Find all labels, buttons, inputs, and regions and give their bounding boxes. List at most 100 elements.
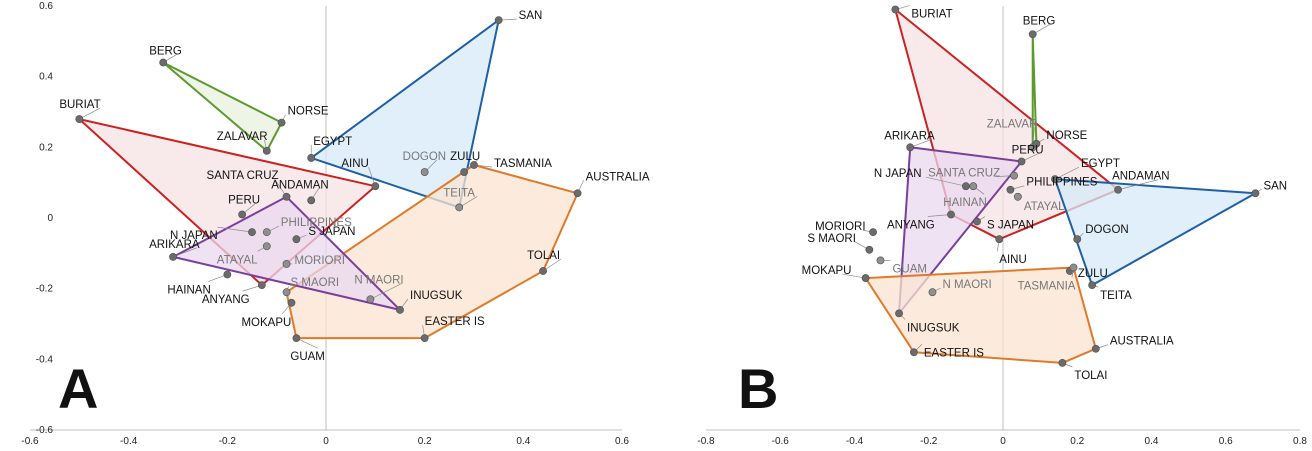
- point-australia: [1091, 344, 1100, 353]
- x-tick-label: -0.6: [21, 436, 39, 447]
- point-buriat: [75, 115, 84, 123]
- point-easter-is: [420, 334, 429, 343]
- point-label-s-maori: S MAORI: [807, 233, 856, 245]
- panel-letter: A: [58, 357, 98, 420]
- y-tick-label: 0.4: [39, 72, 53, 83]
- point-label-andaman: ANDAMAN: [1112, 171, 1170, 183]
- panel-letter: B: [738, 357, 778, 420]
- point-atayal: [262, 242, 271, 251]
- x-tick-label: -0.2: [920, 436, 938, 447]
- point-label-andaman: ANDAMAN: [271, 179, 329, 191]
- point-teita: [455, 203, 464, 212]
- point-label-mokapu: MOKAPU: [802, 265, 852, 277]
- point-label-arikara: ARIKARA: [149, 239, 200, 251]
- point-label-tolai: TOLAI: [527, 250, 560, 262]
- point-label-san: SAN: [1263, 180, 1287, 192]
- point-label-zalavar: ZALAVAR: [987, 118, 1038, 130]
- point-label-atayal: ATAYAL: [217, 254, 258, 266]
- point-anyang: [257, 281, 266, 290]
- point-label-s-japan: S JAPAN: [987, 220, 1034, 232]
- leader-line: [79, 107, 101, 120]
- point-label-peru: PERU: [1012, 144, 1044, 156]
- leader-line: [370, 282, 403, 300]
- point-label-inugsuk: INUGSUK: [410, 290, 463, 302]
- point-label-hainan: HAINAN: [167, 285, 210, 297]
- point-san: [494, 16, 503, 25]
- x-tick-label: -0.6: [772, 436, 790, 447]
- point-berg: [1028, 30, 1037, 39]
- x-tick-label: 0.8: [1293, 436, 1307, 447]
- point-label-san: SAN: [519, 10, 543, 22]
- point-s-japan: [973, 217, 981, 226]
- point-arikara: [906, 143, 915, 152]
- point-tolai: [539, 267, 547, 275]
- x-tick-label: 0.2: [418, 436, 432, 447]
- leader-line: [1054, 166, 1080, 180]
- point-label-zalavar: ZALAVAR: [217, 131, 268, 143]
- x-tick-label: 0.2: [1070, 436, 1084, 447]
- point-moriori: [282, 260, 291, 268]
- point-label-berg: BERG: [149, 46, 182, 58]
- point-egypt: [307, 154, 316, 162]
- point-label-moriori: MORIORI: [815, 221, 865, 233]
- point-andaman: [307, 196, 316, 205]
- point-n-maori: [366, 295, 375, 304]
- point-hainan: [223, 270, 232, 279]
- point-label-guam: GUAM: [290, 351, 325, 363]
- y-tick-label: -0.4: [36, 354, 54, 365]
- point-label-buriat: BURIAT: [911, 9, 952, 21]
- panel-b: -0.8-0.6-0.4-0.200.20.40.60.80.60.40.20-…: [697, 5, 1307, 447]
- point-tolai: [1058, 358, 1067, 367]
- point-label-australia: AUSTRALIA: [1110, 336, 1174, 348]
- x-tick-label: 0.4: [516, 436, 530, 447]
- point-label-dogon: DOGON: [1085, 224, 1128, 236]
- point-label-zulu: ZULU: [1078, 268, 1108, 280]
- point-label-moriori: MORIORI: [295, 255, 345, 267]
- point-zulu: [460, 168, 469, 176]
- point-label-arikara: ARIKARA: [884, 130, 935, 142]
- point-n-japan: [961, 182, 970, 191]
- point-label-dogon: DOGON: [403, 151, 446, 163]
- point-label-s-maori: S MAORI: [291, 277, 340, 289]
- point-label-mokapu: MOKAPU: [241, 317, 291, 329]
- point-label-teita: TEITA: [443, 187, 475, 199]
- point-label-norse: NORSE: [1046, 130, 1087, 142]
- x-tick-label: 0.4: [1145, 436, 1159, 447]
- point-peru: [238, 210, 247, 219]
- point-label-n-maori: N MAORI: [942, 279, 991, 291]
- point-label-atayal: ATAYAL: [1024, 201, 1065, 213]
- point-label-teita: TEITA: [1100, 290, 1132, 302]
- point-philippines: [262, 228, 271, 237]
- point-zalavar: [262, 146, 271, 155]
- x-tick-label: -0.4: [120, 436, 138, 447]
- x-tick-label: -0.4: [846, 436, 864, 447]
- leader-line: [172, 247, 197, 258]
- hull-polygon: [310, 19, 500, 209]
- point-label-inugsuk: INUGSUK: [907, 322, 960, 334]
- point-arikara: [169, 252, 177, 261]
- point-label-tolai: TOLAI: [1074, 370, 1107, 382]
- point-guam: [292, 334, 301, 343]
- point-label-ainu: AINU: [999, 254, 1026, 266]
- hull-polygon: [1054, 178, 1257, 287]
- leader-line: [296, 337, 318, 349]
- point-hainan: [969, 182, 978, 191]
- point-santa-cruz: [282, 192, 291, 201]
- x-tick-label: -0.8: [697, 436, 715, 447]
- point-norse: [277, 118, 286, 127]
- point-tasmania: [470, 161, 478, 169]
- y-tick-label: 0.2: [39, 142, 53, 153]
- point-buriat: [891, 5, 900, 14]
- y-tick-label: 0: [47, 213, 53, 224]
- hull-polygon: [1031, 33, 1038, 149]
- point-anyang: [947, 210, 955, 219]
- leader-line: [217, 226, 253, 233]
- point-label-tasmania: TASMANIA: [494, 158, 552, 170]
- point-label-egypt: EGYPT: [313, 136, 352, 148]
- point-label-norse: NORSE: [288, 106, 329, 118]
- point-andaman: [1114, 185, 1122, 194]
- point-label-egypt: EGYPT: [1081, 158, 1120, 170]
- leader-line: [1118, 179, 1159, 191]
- point-label-easter-is: EASTER IS: [924, 347, 984, 359]
- x-tick-label: 0: [1000, 436, 1006, 447]
